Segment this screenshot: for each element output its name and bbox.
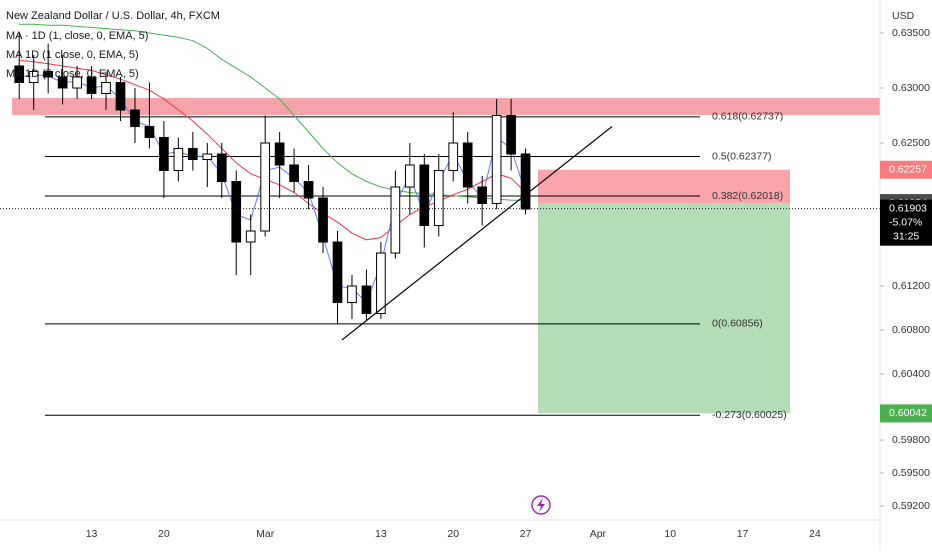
x-tick-label: 20 — [158, 528, 170, 540]
bar-countdown: 31:25 — [893, 230, 919, 242]
candle-body — [347, 285, 357, 304]
candle-body — [72, 76, 82, 89]
x-tick-label: 20 — [447, 528, 459, 540]
fib-label: 0(0.60856) — [712, 318, 763, 330]
x-tick-label: 10 — [664, 528, 676, 540]
candle-body — [318, 197, 328, 243]
candle-body — [289, 164, 299, 183]
candle-body — [43, 71, 54, 78]
resistance-zone — [12, 97, 880, 115]
candle-body — [86, 76, 97, 95]
legend-entry: MA · 1D (1, close, 0, EMA, 5) — [6, 30, 148, 42]
price-tag — [880, 404, 932, 423]
candle-body — [130, 109, 140, 128]
y-tick-label: 0.60400 — [892, 368, 930, 380]
candle-body — [491, 115, 502, 205]
y-tick-label: 0.62500 — [892, 137, 930, 149]
x-tick-label: Apr — [590, 528, 607, 540]
candle-body — [173, 148, 184, 172]
target-zone — [538, 203, 790, 414]
candle-body — [404, 164, 415, 188]
candle-body — [361, 285, 372, 315]
candle-body — [144, 126, 155, 139]
candle-body — [115, 82, 126, 111]
candle-body — [462, 142, 473, 188]
price-tag — [880, 160, 932, 179]
candle-body — [274, 142, 285, 166]
x-tick-label: 24 — [809, 528, 821, 540]
lightning-icon — [531, 495, 551, 515]
chart-title: New Zealand Dollar / U.S. Dollar, 4h, FX… — [6, 10, 220, 22]
candle-body — [303, 181, 314, 199]
y-tick-label: 0.63500 — [892, 27, 930, 39]
candle-body — [260, 142, 271, 232]
y-tick-label: 0.59500 — [892, 467, 930, 479]
candle-body — [506, 115, 516, 155]
y-tick-label: 0.59800 — [892, 434, 930, 446]
x-tick-label: 17 — [737, 528, 749, 540]
candle-body — [231, 181, 242, 243]
stop-zone — [538, 169, 790, 204]
y-tick-label: 0.60800 — [892, 324, 930, 336]
plot-area — [0, 23, 880, 416]
legend: New Zealand Dollar / U.S. Dollar, 4h, FX… — [6, 10, 220, 80]
candle-body — [28, 71, 39, 84]
fib-label: 0.618(0.62737) — [712, 111, 783, 123]
candle-body — [520, 153, 531, 210]
candle-body — [14, 65, 25, 84]
price-tag-label: 0.60042 — [889, 407, 927, 419]
candle-body — [216, 153, 227, 183]
currency-label: USD — [892, 10, 915, 22]
candle-body — [159, 137, 169, 172]
candle-body — [57, 76, 68, 89]
candle-body — [101, 82, 111, 95]
candle-body — [477, 186, 488, 205]
current-price-label: 0.61903 — [889, 202, 927, 214]
candle-body — [332, 241, 343, 304]
x-tick-label: 13 — [86, 528, 98, 540]
candle-body — [376, 252, 386, 315]
candle-body — [187, 148, 198, 161]
candle-body — [202, 153, 213, 161]
price-change: -5.07% — [889, 216, 922, 228]
candle-body — [419, 164, 430, 227]
current-price-tag — [880, 199, 932, 246]
legend-entry: MA 1D (5 close, 0, EMA, 5) — [6, 68, 139, 80]
fib-label: 0.382(0.62018) — [712, 190, 783, 202]
x-tick-label: 13 — [375, 528, 387, 540]
y-tick-label: 0.63000 — [892, 82, 930, 94]
price-tag-label: 0.62257 — [889, 164, 927, 176]
candle-body — [390, 186, 401, 254]
trendline — [341, 126, 613, 341]
candle-body — [448, 142, 459, 172]
x-tick-label: 27 — [520, 528, 532, 540]
fib-label: -0.273(0.60025) — [712, 409, 787, 421]
legend-entry: MA 1D (1 close, 0, EMA, 5) — [6, 49, 139, 61]
candle-body — [245, 230, 256, 243]
x-tick-label: Mar — [256, 528, 275, 540]
fib-label: 0.5(0.62377) — [712, 150, 772, 162]
axes: 0.63500 0.63000 0.62500 0.61200 0.60800 0.604… — [86, 27, 930, 540]
candle-body — [433, 170, 444, 227]
y-tick-label: 0.59200 — [892, 500, 930, 512]
y-tick-label: 0.61200 — [892, 280, 930, 292]
